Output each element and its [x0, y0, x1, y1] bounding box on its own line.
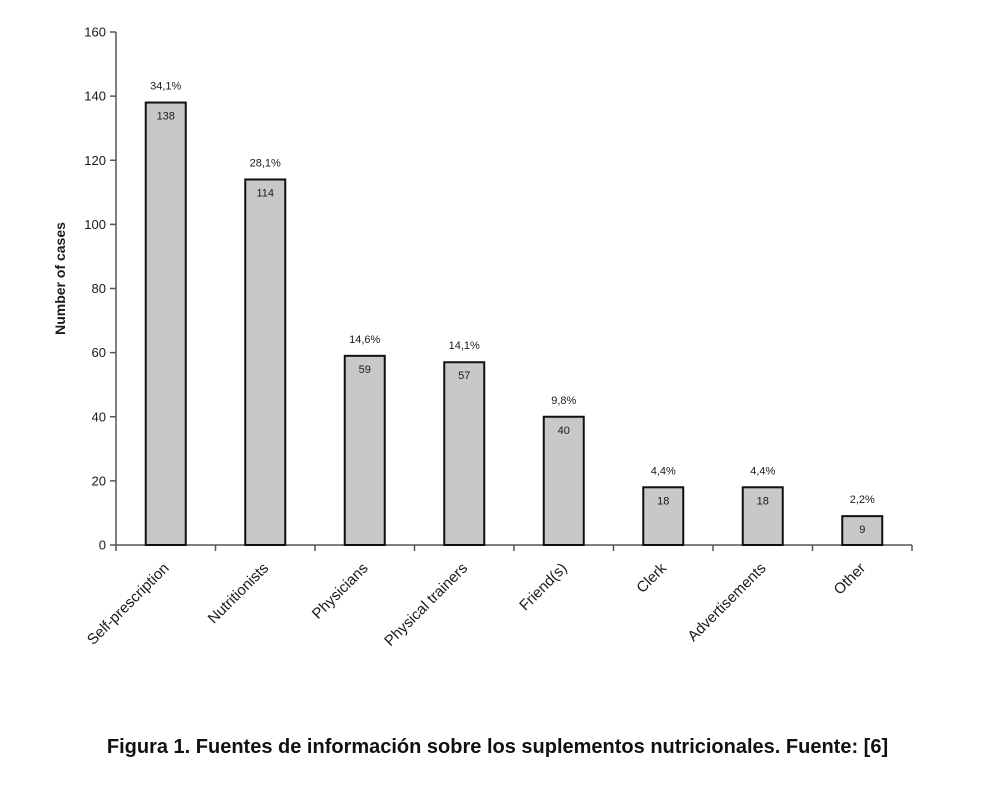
y-tick-label: 140 [84, 89, 106, 104]
y-tick-label: 120 [84, 153, 106, 168]
x-category-label: Self-prescription [84, 560, 173, 649]
x-category-label: Physicians [309, 560, 372, 623]
bar-value-label: 59 [359, 364, 371, 376]
bar-value-label: 40 [558, 425, 570, 437]
bar-percent-label: 14,6% [349, 334, 380, 346]
bar-value-label: 57 [458, 370, 470, 382]
bar-percent-label: 28,1% [250, 157, 281, 169]
bar-percent-label: 9,8% [551, 395, 576, 407]
y-tick-label: 160 [84, 25, 106, 40]
x-category-label: Advertisements [684, 560, 769, 645]
x-category-label: Physical trainers [381, 560, 471, 650]
figure-caption: Figura 1. Fuentes de información sobre l… [106, 736, 889, 758]
bar [542, 415, 585, 546]
bar-value-label: 9 [859, 524, 865, 536]
bar-percent-label: 4,4% [651, 465, 676, 477]
y-tick-label: 40 [92, 409, 106, 424]
x-category-label: Clerk [633, 559, 670, 596]
x-category-label: Other [831, 560, 870, 599]
bar [642, 486, 685, 547]
bar-percent-label: 2,2% [850, 494, 875, 506]
bar-percent-label: 4,4% [750, 465, 775, 477]
y-tick-label: 100 [84, 217, 106, 232]
y-tick-label: 80 [92, 281, 106, 296]
bar-value-label: 114 [256, 187, 274, 199]
bar [443, 361, 486, 546]
bar-value-label: 18 [757, 495, 769, 507]
y-tick-label: 20 [92, 473, 106, 488]
bar-value-label: 138 [157, 111, 175, 123]
x-category-label: Friend(s) [516, 560, 570, 614]
bar-percent-label: 14,1% [449, 340, 480, 352]
x-category-label: Nutritionists [205, 560, 272, 627]
y-axis-label: Number of cases [52, 222, 68, 335]
y-tick-label: 60 [92, 345, 106, 360]
y-tick-label: 0 [99, 538, 106, 553]
bar [741, 486, 784, 547]
bar-percent-label: 34,1% [150, 81, 181, 93]
bar [841, 515, 884, 546]
bar-chart: 0 20 40 60 80 100 120 140 160 Number of cases 138 3… [52, 25, 913, 650]
bar [144, 101, 187, 546]
bar-value-label: 18 [657, 495, 669, 507]
bar [244, 178, 287, 547]
bar [343, 354, 386, 546]
